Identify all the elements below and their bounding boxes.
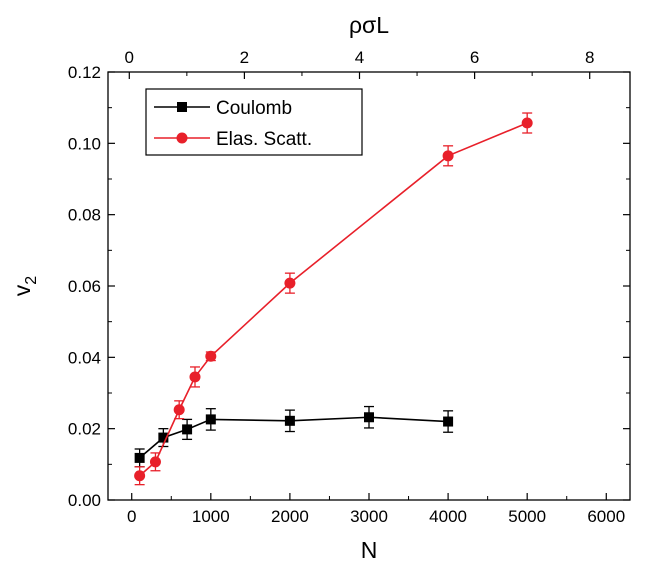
x-tick-label: 5000: [508, 507, 546, 526]
data-point: [521, 117, 533, 129]
data-point: [284, 415, 295, 426]
y-tick-label: 0.06: [68, 277, 101, 296]
y-tick-label: 0.04: [68, 348, 101, 367]
data-point: [158, 432, 169, 443]
legend: Coulomb Elas. Scatt.: [145, 88, 363, 156]
data-point: [149, 456, 161, 468]
plot-frame: [107, 71, 631, 501]
legend-box: [145, 88, 363, 156]
data-point: [364, 412, 374, 423]
series-line: [139, 122, 528, 477]
top-tick-label: 4: [355, 48, 364, 67]
x-axis-title: N: [361, 537, 378, 563]
top-tick-label: 0: [125, 48, 134, 67]
y-axis-title: v2: [9, 276, 40, 297]
data-point: [205, 414, 216, 425]
data-point: [182, 424, 193, 435]
x-tick-label: 3000: [350, 507, 388, 526]
y-tick-label: 0.12: [68, 63, 101, 82]
y-tick-label: 0.10: [68, 134, 101, 153]
y-axis-title-subscript: 2: [23, 276, 40, 285]
y-axis-title-main: v: [9, 284, 35, 296]
x-tick-label: 4000: [429, 507, 467, 526]
y-tick-label: 0.08: [68, 206, 101, 225]
top-axis-title: ρσL: [349, 12, 389, 38]
top-tick-label: 6: [470, 48, 479, 67]
data-point: [134, 470, 146, 482]
series-coulomb: [134, 405, 454, 468]
series-layer: [134, 112, 533, 486]
x-tick-label: 2000: [271, 507, 309, 526]
data-point: [442, 150, 454, 162]
y-tick-label: 0.00: [68, 491, 101, 510]
series-elas-scatt: [134, 112, 533, 486]
legend-marker: [176, 132, 188, 144]
svg-text:v2: v2: [9, 276, 40, 297]
top-tick-label: 8: [585, 48, 594, 67]
x-tick-label: 6000: [587, 507, 625, 526]
data-point: [173, 404, 185, 416]
legend-label: Elas. Scatt.: [216, 129, 312, 150]
data-point: [134, 452, 145, 463]
x-tick-label: 0: [127, 507, 136, 526]
data-point: [189, 371, 201, 383]
data-point: [443, 416, 454, 427]
y-tick-label: 0.02: [68, 420, 101, 439]
axis-ticks: 0 1000 2000 3000 4000 5000 6000 0.00 0.02 0.04 0.0…: [68, 48, 630, 526]
data-point: [205, 350, 217, 362]
top-tick-label: 2: [240, 48, 249, 67]
data-point: [284, 277, 296, 289]
legend-marker: [177, 102, 187, 112]
legend-label: Coulomb: [216, 98, 292, 119]
x-tick-label: 1000: [192, 507, 230, 526]
